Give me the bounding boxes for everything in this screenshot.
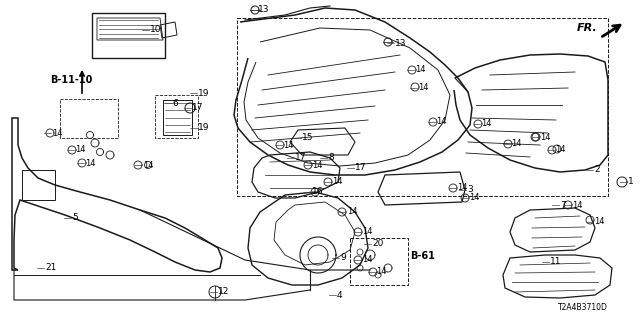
Text: 14: 14 <box>143 161 154 170</box>
Text: 10: 10 <box>150 26 161 35</box>
Text: 14: 14 <box>555 146 566 155</box>
Text: 14: 14 <box>594 218 605 227</box>
Text: 14: 14 <box>436 117 447 126</box>
Text: 14: 14 <box>347 207 358 217</box>
Text: 14: 14 <box>469 194 479 203</box>
Text: 17: 17 <box>192 103 204 113</box>
Text: 14: 14 <box>283 140 294 149</box>
Text: 21: 21 <box>45 263 56 273</box>
Text: B-61: B-61 <box>410 251 435 261</box>
Text: T2A4B3710D: T2A4B3710D <box>558 303 608 312</box>
Text: 14: 14 <box>332 178 342 187</box>
Text: 6: 6 <box>172 99 178 108</box>
Text: 3: 3 <box>467 186 473 195</box>
Text: 20: 20 <box>372 239 383 249</box>
Text: 5: 5 <box>72 213 77 222</box>
Text: 14: 14 <box>481 119 492 129</box>
Text: 11: 11 <box>550 258 561 267</box>
Text: 1: 1 <box>628 178 634 187</box>
Text: 19: 19 <box>198 89 209 98</box>
Text: 14: 14 <box>376 268 387 276</box>
Text: 13: 13 <box>258 5 269 14</box>
Text: 14: 14 <box>52 129 63 138</box>
Text: 17: 17 <box>355 164 367 172</box>
Text: 8: 8 <box>328 154 333 163</box>
Text: 14: 14 <box>415 66 426 75</box>
Text: 14: 14 <box>362 228 372 236</box>
Text: 7: 7 <box>560 201 566 210</box>
Text: 14: 14 <box>511 140 522 148</box>
Text: 14: 14 <box>362 255 372 265</box>
Text: B-11-10: B-11-10 <box>50 75 92 85</box>
Text: 17: 17 <box>295 154 307 163</box>
Text: 9: 9 <box>340 253 346 262</box>
Text: 14: 14 <box>312 161 323 170</box>
Text: FR.: FR. <box>577 23 598 33</box>
Text: 2: 2 <box>594 165 600 174</box>
Text: 14: 14 <box>75 146 86 155</box>
Text: 13: 13 <box>395 38 406 47</box>
Text: 14: 14 <box>457 183 467 193</box>
Text: 14: 14 <box>418 84 429 92</box>
Text: 15: 15 <box>302 133 314 142</box>
Text: 14: 14 <box>572 201 582 210</box>
Text: 4: 4 <box>337 291 342 300</box>
Text: 14: 14 <box>85 158 95 167</box>
Text: 12: 12 <box>218 287 229 297</box>
Text: 14: 14 <box>540 132 550 141</box>
Text: 19: 19 <box>198 124 209 132</box>
Text: 16: 16 <box>312 188 323 196</box>
